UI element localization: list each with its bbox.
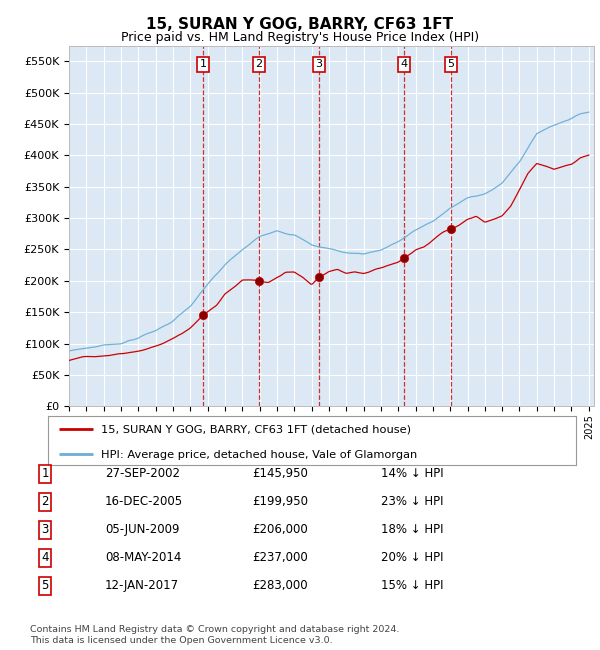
Text: 15, SURAN Y GOG, BARRY, CF63 1FT: 15, SURAN Y GOG, BARRY, CF63 1FT — [146, 17, 454, 32]
Text: 4: 4 — [41, 551, 49, 564]
Text: 12-JAN-2017: 12-JAN-2017 — [105, 579, 179, 592]
Text: Contains HM Land Registry data © Crown copyright and database right 2024.
This d: Contains HM Land Registry data © Crown c… — [30, 625, 400, 645]
Text: 27-SEP-2002: 27-SEP-2002 — [105, 467, 180, 480]
Text: £237,000: £237,000 — [252, 551, 308, 564]
Text: £145,950: £145,950 — [252, 467, 308, 480]
Text: 23% ↓ HPI: 23% ↓ HPI — [381, 495, 443, 508]
Text: £283,000: £283,000 — [252, 579, 308, 592]
Text: £206,000: £206,000 — [252, 523, 308, 536]
Text: 1: 1 — [41, 467, 49, 480]
Text: 15, SURAN Y GOG, BARRY, CF63 1FT (detached house): 15, SURAN Y GOG, BARRY, CF63 1FT (detach… — [101, 424, 411, 435]
Text: 2: 2 — [256, 59, 262, 70]
Text: 16-DEC-2005: 16-DEC-2005 — [105, 495, 183, 508]
Text: 18% ↓ HPI: 18% ↓ HPI — [381, 523, 443, 536]
Text: 3: 3 — [41, 523, 49, 536]
Text: 15% ↓ HPI: 15% ↓ HPI — [381, 579, 443, 592]
Text: 2: 2 — [41, 495, 49, 508]
Text: £199,950: £199,950 — [252, 495, 308, 508]
Text: 08-MAY-2014: 08-MAY-2014 — [105, 551, 181, 564]
Text: 1: 1 — [200, 59, 206, 70]
Text: 4: 4 — [401, 59, 408, 70]
Text: 05-JUN-2009: 05-JUN-2009 — [105, 523, 179, 536]
Text: 20% ↓ HPI: 20% ↓ HPI — [381, 551, 443, 564]
Text: Price paid vs. HM Land Registry's House Price Index (HPI): Price paid vs. HM Land Registry's House … — [121, 31, 479, 44]
Text: 3: 3 — [316, 59, 323, 70]
Text: 14% ↓ HPI: 14% ↓ HPI — [381, 467, 443, 480]
Text: 5: 5 — [447, 59, 454, 70]
Text: 5: 5 — [41, 579, 49, 592]
Text: HPI: Average price, detached house, Vale of Glamorgan: HPI: Average price, detached house, Vale… — [101, 450, 417, 460]
